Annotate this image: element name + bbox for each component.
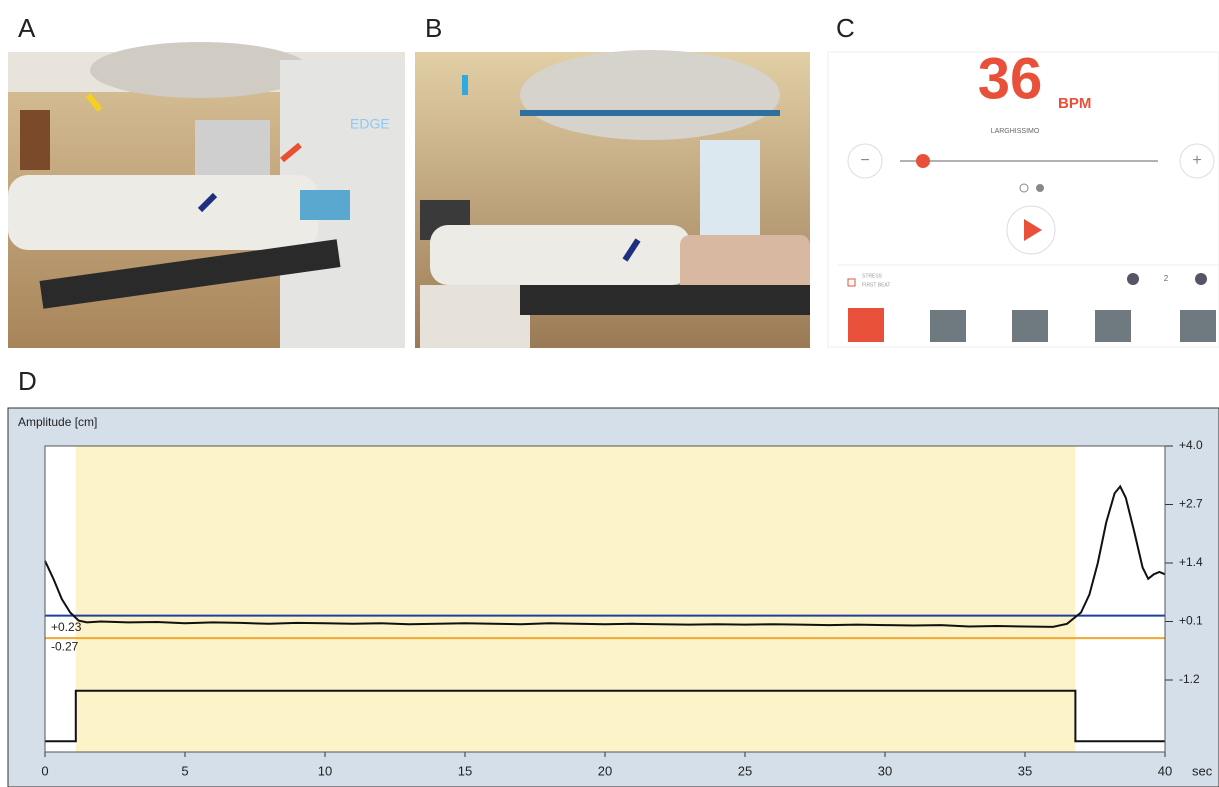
note-button[interactable]: [1180, 310, 1216, 342]
minus-label: −: [860, 152, 869, 169]
x-tick-label: 20: [598, 763, 612, 778]
panel-label: B: [425, 13, 442, 43]
panel-label: A: [18, 13, 36, 43]
note-button[interactable]: [930, 310, 966, 342]
x-tick-label: 30: [878, 763, 892, 778]
x-tick-label: 25: [738, 763, 752, 778]
photo-b: [415, 50, 810, 348]
beam-window: [76, 446, 1076, 752]
bpm-unit: BPM: [1058, 95, 1091, 112]
x-tick-label: 5: [181, 763, 188, 778]
x-axis-label: sec: [1192, 763, 1213, 778]
panel-label: C: [836, 13, 855, 43]
y-axis-label: Amplitude [cm]: [18, 415, 97, 429]
tempo-slider[interactable]: [916, 154, 930, 168]
y-tick-label: +0.1: [1179, 614, 1203, 628]
x-tick-label: 10: [318, 763, 332, 778]
y-tick-label: -1.2: [1179, 672, 1200, 686]
x-tick-label: 35: [1018, 763, 1032, 778]
threshold-label: +0.23: [51, 620, 82, 634]
stress-checkbox[interactable]: [848, 279, 855, 286]
machine-logo: EDGE: [350, 116, 390, 132]
x-tick-label: 15: [458, 763, 472, 778]
y-tick-label: +2.7: [1179, 497, 1203, 511]
x-tick-label: 40: [1158, 763, 1172, 778]
beats-count: 2: [1164, 274, 1169, 283]
photo-a: EDGE: [8, 42, 405, 348]
plus-label: +: [1192, 152, 1201, 169]
y-tick-label: +4.0: [1179, 438, 1203, 452]
first-beat-label: FIRST BEAT: [862, 282, 890, 288]
y-tick-label: +1.4: [1179, 555, 1203, 569]
figure: A B C D EDGE 36 BPM LARGHISSIMO: [0, 0, 1219, 787]
note-button[interactable]: [1012, 310, 1048, 342]
metronome-app: 36 BPM LARGHISSIMO − + STRESS FIRST BEAT…: [828, 46, 1219, 347]
stress-label: STRESS: [862, 273, 883, 279]
bpm-value: 36: [978, 46, 1043, 111]
panel-label: D: [18, 366, 37, 396]
note-button[interactable]: [848, 308, 884, 342]
x-tick-label: 0: [41, 763, 48, 778]
tempo-name: LARGHISSIMO: [991, 128, 1040, 135]
note-button[interactable]: [1095, 310, 1131, 342]
threshold-label: -0.27: [51, 639, 79, 653]
